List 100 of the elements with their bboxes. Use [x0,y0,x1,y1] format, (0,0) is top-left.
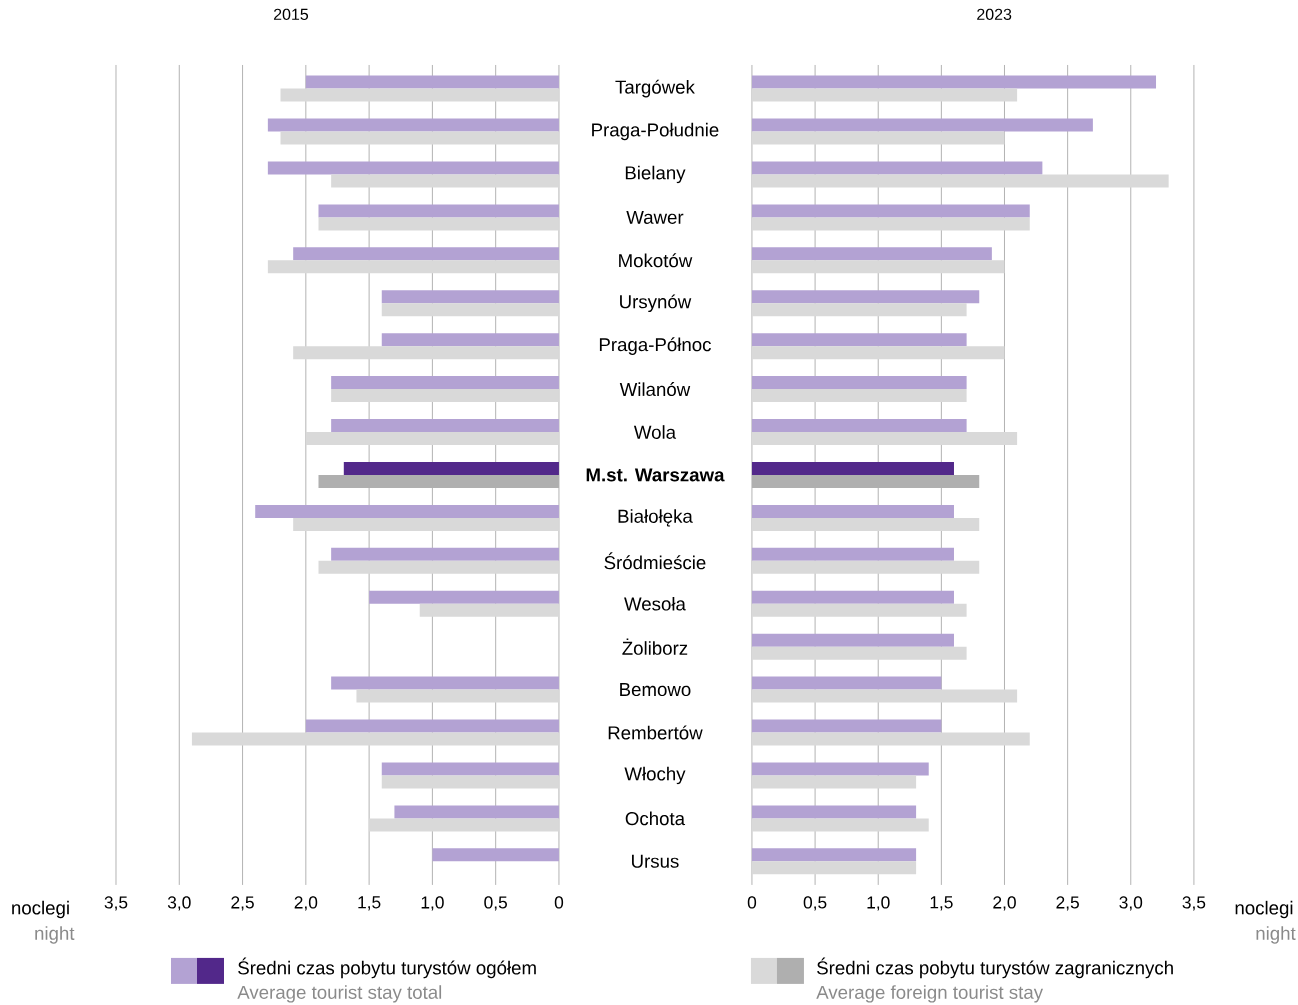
bar [381,303,559,317]
chart-title: 2023 [977,8,1012,21]
bar [305,719,559,733]
text: Average tourist stay total [237,985,442,1003]
x-tick-label: 0,5 [803,896,827,911]
x-tick-label: 2,0 [993,896,1016,911]
bar [381,290,559,304]
x-tick-label: 3,5 [1182,896,1206,911]
bar [318,475,559,489]
y-tick-label: Praga-Północ [599,337,711,356]
bar [751,475,980,489]
y-tick-label: Wesoła [624,596,686,611]
legend-label: Średni czas pobytu turystów zagranicznych [817,957,1173,979]
x-tick-label: 0 [747,896,757,909]
bar [751,805,917,819]
y-tick-label: Bielany [625,165,686,184]
x-tick-label: 1,5 [358,896,381,911]
bar [751,646,967,660]
y-tick-label: Praga-Południe [592,122,719,141]
bar [751,689,1018,703]
bar [751,419,967,433]
chart-title: 2015 [273,8,309,21]
y-tick-label: Targówek [615,79,695,98]
bar [419,603,559,617]
y-tick-label: Wawer [626,210,684,224]
bar [751,547,954,561]
x-tick-label: 1,0 [421,896,444,911]
bar [343,462,559,475]
bar [751,462,954,475]
bar [381,775,559,789]
bar [293,247,559,261]
bar [751,161,1043,175]
bar [751,346,1005,360]
y-tick-label: Białołęka [618,509,693,527]
bar [331,389,559,403]
text: Average foreign tourist stay [816,985,1044,1003]
bar [255,504,559,518]
x-tick-label: 0 [554,896,564,909]
bar [751,818,929,832]
bar [381,762,559,776]
bar [751,861,917,875]
bar [751,504,954,518]
bar [751,290,980,304]
bar [331,376,559,390]
x-axis-title: noclegi [1235,900,1293,919]
legend-label: Średni czas pobytu turystów ogółem [238,957,536,979]
x-tick-label: 0,5 [484,896,507,911]
y-tick-label: Wola [633,425,677,439]
y-tick-label: Mokotów [619,253,693,268]
bar [191,732,559,746]
bar [751,260,1005,274]
bar [267,161,559,175]
bar [356,689,559,703]
bar [751,560,980,574]
y-tick-label: Śródmieście [604,552,706,570]
bar [369,590,559,604]
bar [305,432,559,446]
bar [318,217,559,231]
bar [751,217,1030,231]
y-tick-label: Rembertów [608,725,703,740]
y-tick-label: M.st. Warszawa [586,468,725,482]
bar [751,247,992,261]
bar [318,204,559,218]
y-tick-label: Ursynów [620,294,692,313]
bar [751,118,1093,132]
bar [331,419,559,433]
bar [331,676,559,690]
bar [751,389,967,403]
bar [751,590,954,604]
bar [751,131,1005,145]
bar [751,633,954,647]
bar [293,346,559,360]
bar [331,174,559,188]
bar [751,204,1030,218]
bar [751,432,1018,446]
y-tick-label: Bemowo [620,683,691,697]
bar [751,676,942,690]
bar [280,88,559,102]
y-tick-label: Ochota [625,811,686,826]
bar [751,333,967,347]
x-tick-label: 1,0 [867,896,890,911]
x-axis-title: noclegi [12,900,69,919]
x-tick-label: 3,0 [167,896,191,911]
bar [751,517,980,531]
bar [305,75,559,89]
bar [751,88,1018,102]
x-tick-label: 2,5 [1056,896,1079,911]
bar [381,333,559,347]
bar [751,762,929,776]
bar [751,848,917,862]
text: night [35,926,75,944]
bar [751,174,1169,188]
bar [293,517,559,531]
bar [267,260,559,274]
bar [751,719,942,733]
x-tick-label: 3,0 [1119,896,1143,911]
bar [751,603,967,617]
bar [394,805,559,819]
bar [751,775,917,789]
bar [318,560,559,574]
